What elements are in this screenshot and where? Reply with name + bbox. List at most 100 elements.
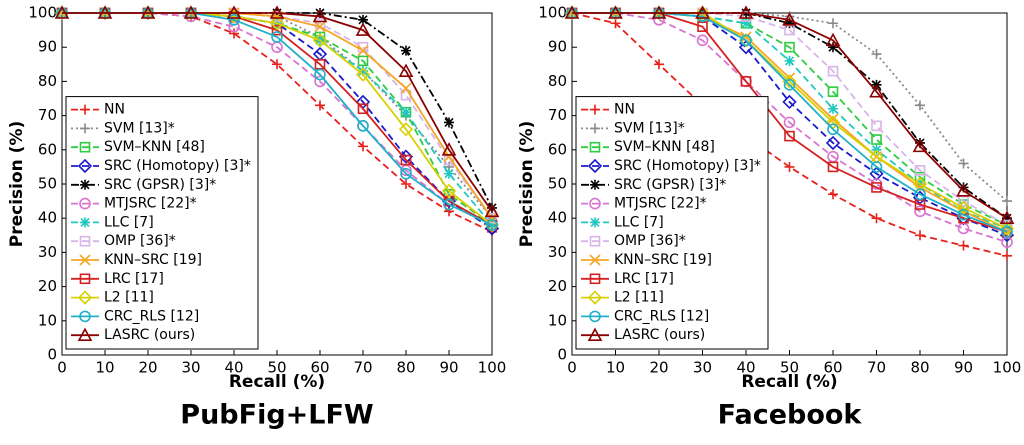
legend-marker	[80, 104, 90, 115]
data-point	[869, 83, 884, 98]
x-tick-label: 70	[353, 359, 372, 377]
y-tick-label: 40	[38, 209, 57, 227]
legend-marker	[590, 179, 600, 190]
data-point	[915, 230, 925, 241]
legend-marker	[79, 141, 91, 153]
data-point	[355, 67, 371, 82]
data-point	[740, 34, 752, 47]
data-point	[400, 167, 412, 180]
data-point	[441, 142, 457, 156]
legend-marker	[77, 290, 93, 305]
data-point	[956, 183, 971, 197]
legend-marker	[80, 217, 90, 228]
data-point	[738, 5, 754, 19]
legend-marker	[590, 217, 600, 228]
data-point	[782, 12, 797, 26]
data-point	[827, 86, 839, 97]
legend-marker	[80, 179, 90, 190]
legend-marker	[587, 158, 603, 174]
legend-label: LRC [17]	[614, 271, 674, 287]
x-tick-label: 90	[439, 359, 458, 377]
data-point	[828, 103, 838, 114]
legend-label: SRC (GPSR) [3]*	[104, 177, 216, 193]
data-point	[870, 161, 883, 173]
data-point	[825, 32, 841, 47]
data-point	[271, 24, 283, 36]
data-point	[486, 212, 498, 224]
data-point	[486, 219, 498, 231]
y-tick-label: 80	[38, 72, 57, 90]
data-point	[269, 5, 285, 19]
legend-label: L2 [11]	[104, 290, 154, 306]
legend-marker	[589, 273, 601, 285]
y-tick-label: 20	[548, 277, 567, 295]
legend-marker	[589, 197, 601, 210]
x-tick-label: 80	[396, 359, 415, 377]
data-point	[97, 5, 113, 19]
data-point	[358, 141, 368, 152]
x-tick-label: 80	[910, 359, 929, 377]
data-point	[400, 82, 412, 94]
x-tick-label: 40	[224, 359, 243, 377]
data-point	[740, 31, 752, 43]
data-point	[443, 198, 455, 211]
data-point	[957, 208, 970, 221]
legend-marker	[79, 197, 91, 210]
legend-marker	[590, 123, 600, 134]
legend-label: OMP [36]*	[614, 233, 686, 249]
data-point	[958, 240, 969, 251]
legend-label: L2 [11]	[614, 290, 664, 306]
data-point	[915, 100, 925, 111]
data-point	[400, 154, 412, 166]
data-point	[958, 158, 969, 169]
data-point	[783, 116, 796, 129]
y-tick-label: 0	[47, 346, 57, 364]
y-tick-label: 30	[548, 243, 567, 261]
data-point	[958, 182, 969, 193]
data-point	[912, 138, 928, 153]
legend-marker	[79, 254, 91, 266]
x-tick-label: 20	[649, 359, 668, 377]
data-point	[357, 103, 369, 115]
data-point	[183, 5, 199, 19]
legend: NN SVM [13]* SVM–KNN [48] SRC (Homotopy) [3…	[575, 96, 769, 350]
data-point	[827, 65, 839, 77]
x-tick-label: 100	[478, 359, 507, 377]
legend-marker	[589, 235, 601, 247]
series-line	[62, 12, 493, 212]
y-tick-label: 40	[548, 209, 567, 227]
data-point	[444, 168, 454, 179]
legend-marker	[79, 310, 91, 323]
data-point	[229, 28, 239, 39]
data-point	[564, 5, 580, 19]
x-tick-label: 40	[736, 359, 755, 377]
data-point	[358, 14, 368, 25]
data-point	[825, 135, 841, 151]
data-point	[999, 210, 1015, 224]
legend-marker	[589, 310, 601, 323]
data-point	[871, 49, 882, 60]
x-axis-label: Recall (%)	[741, 372, 837, 392]
legend-label: SVM–KNN [48]	[104, 139, 205, 155]
chart-title: PubFig+LFW	[180, 400, 373, 431]
y-tick-label: 90	[38, 38, 57, 56]
y-tick-label: 70	[38, 106, 57, 124]
data-point	[695, 5, 710, 21]
legend-marker	[77, 327, 93, 341]
data-point	[783, 79, 796, 91]
x-tick-label: 60	[310, 359, 329, 377]
series-line	[572, 12, 1008, 243]
data-point	[401, 179, 411, 189]
data-point	[871, 134, 882, 145]
x-tick-label: 70	[867, 359, 886, 377]
y-tick-label: 0	[557, 346, 567, 364]
x-tick-label: 60	[823, 359, 842, 377]
legend-label: KNN–SRC [19]	[614, 252, 712, 268]
y-tick-label: 20	[38, 277, 57, 295]
data-point	[357, 120, 369, 132]
data-point	[914, 165, 926, 176]
data-point	[784, 41, 795, 53]
legend-marker	[77, 158, 93, 174]
y-tick-label: 90	[548, 38, 567, 56]
data-point	[484, 203, 500, 218]
